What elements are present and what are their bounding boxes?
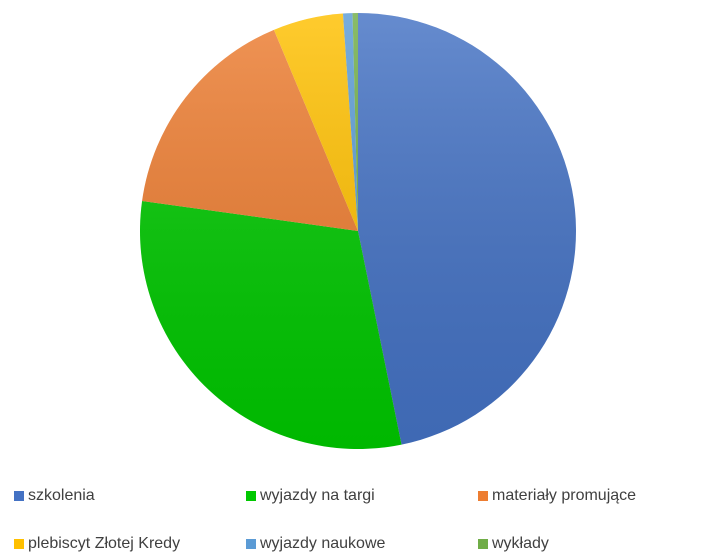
legend-swatch: [478, 539, 488, 549]
legend-label: wyjazdy na targi: [259, 487, 375, 504]
legend-swatch: [14, 491, 24, 501]
legend-swatch: [478, 491, 488, 501]
pie-slice: [358, 13, 576, 445]
legend-swatch: [14, 539, 24, 549]
legend-label: wyjazdy naukowe: [259, 535, 386, 552]
legend-swatch: [246, 491, 256, 501]
legend-label: plebiscyt Złotej Kredy: [28, 535, 180, 552]
legend-swatch: [246, 539, 256, 549]
legend-label: szkolenia: [28, 487, 95, 504]
legend-label: materiały promujące: [492, 487, 636, 504]
legend-label: wykłady: [491, 535, 549, 552]
